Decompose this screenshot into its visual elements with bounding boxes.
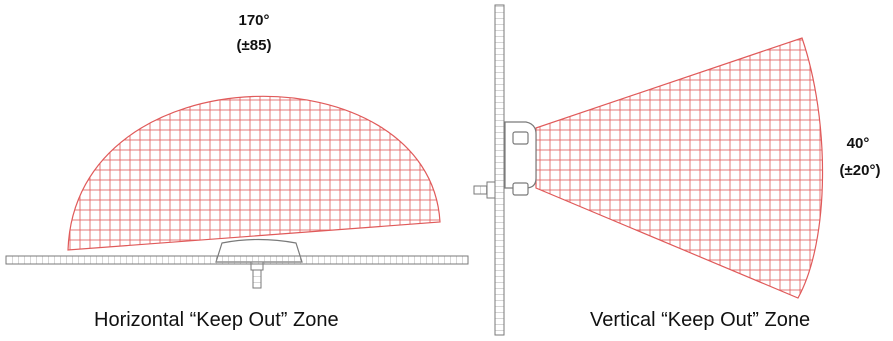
vertical-tolerance-label: (±20°) [839,162,881,179]
vertical-keep-out-zone [535,37,824,299]
horizontal-caption: Horizontal “Keep Out” Zone [94,309,339,331]
horizontal-angle-label: 170° [238,12,270,29]
vertical-angle-label: 40° [846,135,870,152]
vertical-surface [494,4,505,336]
vertical-mount [473,121,537,199]
horizontal-keep-out-zone [67,95,441,251]
horizontal-surface [5,255,469,265]
horizontal-tolerance-label: (±85) [236,37,272,54]
vertical-caption: Vertical “Keep Out” Zone [590,309,811,331]
